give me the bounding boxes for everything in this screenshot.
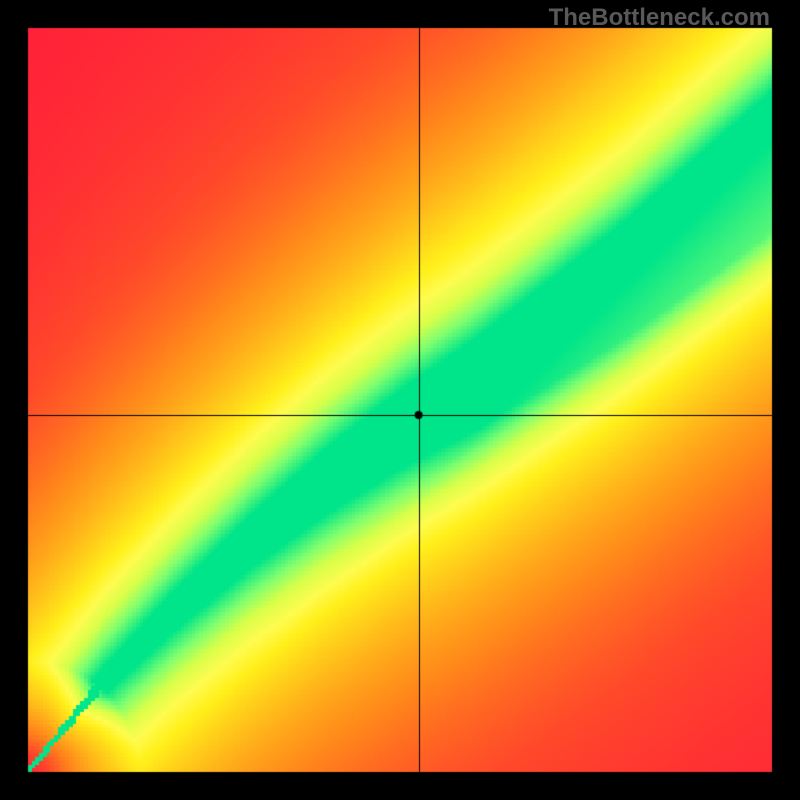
crosshair-layer bbox=[0, 0, 800, 800]
watermark-text: TheBottleneck.com bbox=[549, 4, 770, 32]
